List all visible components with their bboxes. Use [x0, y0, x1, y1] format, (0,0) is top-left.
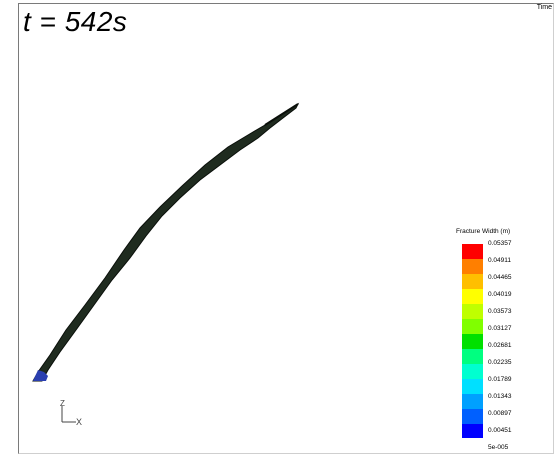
viewport[interactable]: [18, 3, 554, 454]
legend-tick-label: 0.03127: [488, 325, 512, 332]
legend-swatch: [462, 259, 483, 274]
legend-tick-label: 0.02681: [488, 342, 512, 349]
legend-tick-label: 0.01789: [488, 376, 512, 383]
legend-tick-label: 0.04911: [488, 257, 512, 264]
axis-triad-icon: Z X: [60, 400, 82, 427]
axis-x-label: X: [76, 417, 82, 427]
legend-swatch: [462, 304, 483, 319]
legend-swatch: [462, 349, 483, 364]
legend-tick-label: 0.04465: [488, 274, 512, 281]
legend-swatch: [462, 334, 483, 349]
legend-swatch: [462, 244, 483, 259]
legend-tick-label: 0.00451: [488, 427, 512, 434]
fracture-top-edge: [264, 103, 299, 126]
time-label: t = 542s: [23, 6, 128, 37]
axis-z-label: Z: [60, 400, 65, 408]
fracture-body: [32, 102, 300, 382]
legend-swatch: [462, 274, 483, 289]
legend-swatch: [462, 379, 483, 394]
legend-swatch: [462, 289, 483, 304]
legend-tick-labels: 0.05357 0.04911 0.04465 0.04019 0.03573 0.031…: [488, 238, 512, 459]
legend-swatch: [462, 409, 483, 424]
legend-tick-label: 0.00897: [488, 410, 512, 417]
legend-tick-label: 0.03573: [488, 308, 512, 315]
legend-tick-label: 5e-005: [488, 444, 509, 451]
color-legend: Fracture Width (m) 0.05357 0.04911 0.04465…: [456, 226, 552, 456]
legend-swatch: [462, 364, 483, 379]
legend-swatch: [462, 394, 483, 409]
legend-tick-label: 0.01343: [488, 393, 512, 400]
legend-swatch: [462, 424, 483, 438]
legend-swatch: [462, 319, 483, 334]
legend-title: Fracture Width (m): [456, 228, 511, 235]
legend-colorbar: [462, 244, 483, 438]
legend-tick-label: 0.04019: [488, 291, 512, 298]
legend-tick-label: 0.02235: [488, 359, 512, 366]
fracture-tip: [33, 370, 48, 381]
time-corner-label: Time: [536, 4, 552, 11]
legend-tick-label: 0.05357: [488, 240, 512, 247]
